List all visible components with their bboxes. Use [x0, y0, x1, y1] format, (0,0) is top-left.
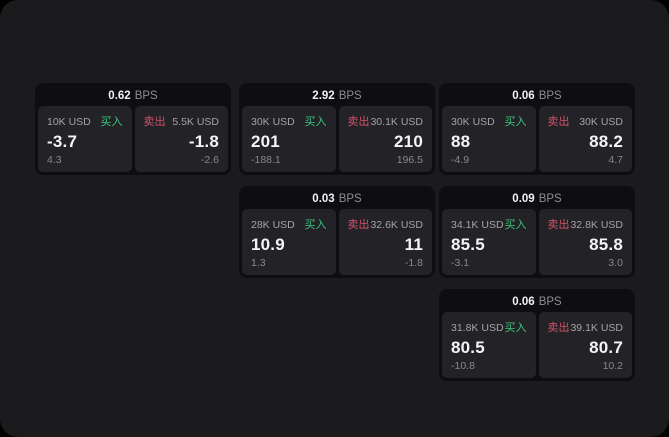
sell-delta: 3.0: [608, 257, 623, 269]
buy-delta: 1.3: [251, 257, 266, 269]
card-header: 0.09 BPS: [442, 189, 632, 209]
buy-action-button[interactable]: 买入: [504, 219, 527, 231]
buy-price: 80.5: [451, 338, 485, 357]
buy-price: 10.9: [251, 235, 285, 254]
sell-action-button[interactable]: 卖出: [547, 116, 570, 128]
buy-delta: -10.8: [451, 360, 475, 372]
sell-quote-tile[interactable]: 卖出 32.6K USD 11 -1.8: [338, 209, 432, 275]
sell-amount-label: 32.6K USD: [370, 219, 423, 231]
quote-panels: 31.8K USD 买入 80.5 -10.8 卖出 39.1K USD 80.…: [442, 312, 632, 378]
quote-card: 0.03 BPS 28K USD 买入 10.9 1.3 卖出 32.6K US…: [239, 186, 435, 278]
bps-unit-label: BPS: [538, 296, 562, 308]
bps-unit-label: BPS: [338, 90, 362, 102]
buy-quote-tile[interactable]: 34.1K USD 买入 85.5 -3.1: [442, 209, 536, 275]
buy-action-button[interactable]: 买入: [304, 116, 327, 128]
buy-amount-label: 28K USD: [251, 219, 295, 231]
sell-quote-tile[interactable]: 卖出 5.5K USD -1.8 -2.6: [134, 106, 228, 172]
sell-action-button[interactable]: 卖出: [547, 219, 570, 231]
buy-price: 201: [251, 132, 280, 151]
card-header: 0.62 BPS: [38, 86, 228, 106]
bps-unit-label: BPS: [538, 90, 562, 102]
bps-spread-value: 0.03: [312, 193, 335, 205]
quote-panels: 34.1K USD 买入 85.5 -3.1 卖出 32.8K USD 85.8…: [442, 209, 632, 275]
sell-amount-label: 39.1K USD: [570, 322, 623, 334]
card-header: 0.03 BPS: [242, 189, 432, 209]
sell-delta: 196.5: [396, 154, 423, 166]
sell-quote-tile[interactable]: 卖出 32.8K USD 85.8 3.0: [538, 209, 632, 275]
buy-quote-tile[interactable]: 31.8K USD 买入 80.5 -10.8: [442, 312, 536, 378]
quote-panels: 30K USD 买入 88 -4.9 卖出 30K USD 88.2 4.7: [442, 106, 632, 172]
sell-action-button[interactable]: 卖出: [143, 116, 166, 128]
sell-price: 88.2: [589, 132, 623, 151]
buy-quote-tile[interactable]: 10K USD 买入 -3.7 4.3: [38, 106, 132, 172]
buy-price: 88: [451, 132, 471, 151]
buy-amount-label: 10K USD: [47, 116, 91, 128]
bps-spread-value: 0.06: [512, 296, 535, 308]
sell-price: 80.7: [589, 338, 623, 357]
quote-panels: 30K USD 买入 201 -188.1 卖出 30.1K USD 210 1…: [242, 106, 432, 172]
sell-price: 11: [404, 235, 423, 254]
quote-card: 0.09 BPS 34.1K USD 买入 85.5 -3.1 卖出 32.8K…: [439, 186, 635, 278]
buy-delta: -3.1: [451, 257, 470, 269]
buy-price: -3.7: [47, 132, 78, 151]
sell-amount-label: 30.1K USD: [370, 116, 423, 128]
quote-card: 2.92 BPS 30K USD 买入 201 -188.1 卖出 30.1K …: [239, 83, 435, 175]
sell-delta: -2.6: [200, 154, 219, 166]
quote-card: 0.62 BPS 10K USD 买入 -3.7 4.3 卖出 5.5K USD…: [35, 83, 231, 175]
sell-price: 85.8: [589, 235, 623, 254]
quote-card: 0.06 BPS 31.8K USD 买入 80.5 -10.8 卖出 39.1…: [439, 289, 635, 381]
sell-quote-tile[interactable]: 卖出 39.1K USD 80.7 10.2: [538, 312, 632, 378]
buy-price: 85.5: [451, 235, 485, 254]
sell-action-button[interactable]: 卖出: [547, 322, 570, 334]
buy-delta: 4.3: [47, 154, 62, 166]
buy-delta: -4.9: [451, 154, 470, 166]
bps-spread-value: 0.62: [108, 90, 131, 102]
sell-amount-label: 5.5K USD: [172, 116, 219, 128]
buy-amount-label: 34.1K USD: [451, 219, 504, 231]
bps-unit-label: BPS: [134, 90, 158, 102]
buy-amount-label: 30K USD: [251, 116, 295, 128]
card-header: 0.06 BPS: [442, 86, 632, 106]
sell-delta: -1.8: [404, 257, 423, 269]
buy-quote-tile[interactable]: 30K USD 买入 201 -188.1: [242, 106, 336, 172]
buy-action-button[interactable]: 买入: [504, 116, 527, 128]
card-header: 0.06 BPS: [442, 292, 632, 312]
bps-unit-label: BPS: [338, 193, 362, 205]
sell-amount-label: 30K USD: [579, 116, 623, 128]
sell-amount-label: 32.8K USD: [570, 219, 623, 231]
quote-panels: 28K USD 买入 10.9 1.3 卖出 32.6K USD 11 -1.8: [242, 209, 432, 275]
sell-price: 210: [394, 132, 423, 151]
buy-amount-label: 31.8K USD: [451, 322, 504, 334]
buy-action-button[interactable]: 买入: [100, 116, 123, 128]
sell-price: -1.8: [188, 132, 219, 151]
sell-delta: 4.7: [608, 154, 623, 166]
buy-quote-tile[interactable]: 30K USD 买入 88 -4.9: [442, 106, 536, 172]
buy-action-button[interactable]: 买入: [504, 322, 527, 334]
bps-spread-value: 0.06: [512, 90, 535, 102]
buy-amount-label: 30K USD: [451, 116, 495, 128]
sell-quote-tile[interactable]: 卖出 30K USD 88.2 4.7: [538, 106, 632, 172]
bps-unit-label: BPS: [538, 193, 562, 205]
sell-action-button[interactable]: 卖出: [347, 219, 370, 231]
buy-quote-tile[interactable]: 28K USD 买入 10.9 1.3: [242, 209, 336, 275]
buy-delta: -188.1: [251, 154, 281, 166]
sell-quote-tile[interactable]: 卖出 30.1K USD 210 196.5: [338, 106, 432, 172]
bps-spread-value: 2.92: [312, 90, 335, 102]
card-header: 2.92 BPS: [242, 86, 432, 106]
quote-panels: 10K USD 买入 -3.7 4.3 卖出 5.5K USD -1.8 -2.…: [38, 106, 228, 172]
sell-action-button[interactable]: 卖出: [347, 116, 370, 128]
buy-action-button[interactable]: 买入: [304, 219, 327, 231]
sell-delta: 10.2: [602, 360, 623, 372]
bps-spread-value: 0.09: [512, 193, 535, 205]
quote-card: 0.06 BPS 30K USD 买入 88 -4.9 卖出 30K USD 8…: [439, 83, 635, 175]
